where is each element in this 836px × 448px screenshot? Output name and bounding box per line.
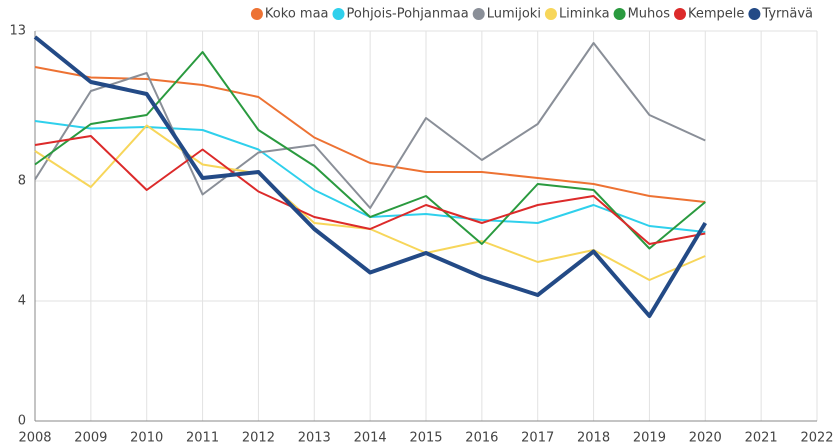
y-tick-label: 13 [9, 24, 26, 39]
y-tick-label: 4 [18, 294, 26, 309]
x-tick-label: 2016 [465, 431, 498, 446]
legend-marker [674, 8, 686, 20]
y-tick-label: 0 [18, 414, 26, 429]
x-tick-label: 2010 [130, 431, 163, 446]
line-series [34, 42, 706, 209]
x-tick-label: 2019 [633, 431, 666, 446]
x-tick-label: 2022 [800, 431, 833, 446]
line-series [33, 35, 708, 318]
legend-marker [332, 8, 345, 20]
x-tick-label: 2020 [689, 431, 722, 446]
x-tick-label: 2014 [354, 431, 387, 446]
x-tick-label: 2011 [186, 431, 219, 446]
x-tick-label: 2009 [74, 431, 107, 446]
line-series [34, 135, 706, 245]
legend-marker [613, 8, 626, 20]
legend-marker [748, 8, 761, 20]
legend-label: Tyrnävä [761, 7, 813, 22]
legend-label: Pohjois-Pohjanmaa [347, 7, 469, 22]
x-tick-label: 2013 [298, 431, 331, 446]
legend-label: Koko maa [265, 7, 329, 22]
legend-marker [544, 8, 557, 20]
legend-label: Liminka [559, 7, 610, 22]
x-tick-label: 2015 [409, 431, 442, 446]
legend-label: Kempele [688, 7, 744, 22]
x-tick-label: 2008 [18, 431, 51, 446]
x-tick-label: 2018 [577, 431, 610, 446]
legend-label: Lumijoki [487, 7, 541, 22]
line-series [34, 66, 706, 203]
legend-label: Muhos [628, 7, 671, 22]
legend-marker [472, 8, 485, 20]
legend-marker [250, 8, 263, 20]
x-tick-label: 2017 [521, 431, 554, 446]
x-tick-label: 2021 [745, 431, 778, 446]
y-tick-label: 8 [18, 174, 26, 189]
x-tick-label: 2012 [242, 431, 275, 446]
line-series [34, 51, 706, 250]
